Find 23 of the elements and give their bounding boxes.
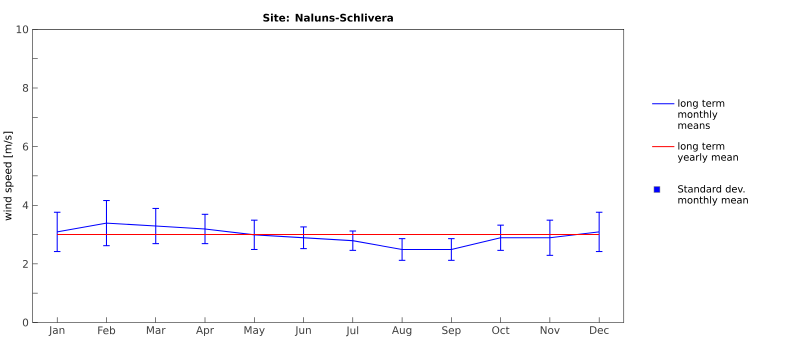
legend-label: Standard dev. monthly mean bbox=[678, 185, 748, 206]
x-tick-label: Nov bbox=[540, 326, 560, 334]
y-axis-title: wind speed [m/s] bbox=[3, 132, 14, 220]
x-tick-label: Mar bbox=[146, 326, 166, 334]
x-tick-label: Jul bbox=[346, 326, 358, 336]
y-tick-label: 4 bbox=[22, 201, 28, 209]
legend-label: long term yearly mean bbox=[678, 142, 738, 163]
y-tick-label: 6 bbox=[22, 142, 28, 151]
x-tick-label: Aug bbox=[392, 326, 412, 336]
x-tick-label: Feb bbox=[98, 326, 116, 334]
x-tick-label: Sep bbox=[442, 326, 461, 336]
x-tick-label: Oct bbox=[492, 326, 510, 334]
chart-title: Site: Naluns-Schlivera bbox=[263, 14, 393, 22]
x-tick-label: May bbox=[244, 326, 265, 336]
y-tick-label: 0 bbox=[22, 318, 28, 326]
y-tick-label: 2 bbox=[22, 260, 28, 268]
x-tick-label: Jan bbox=[48, 326, 64, 336]
legend-label: long term monthly means bbox=[678, 99, 724, 129]
y-tick-label: 8 bbox=[22, 84, 28, 92]
x-tick-label: Apr bbox=[196, 326, 214, 336]
x-tick-label: Dec bbox=[590, 326, 609, 334]
y-tick-label: 10 bbox=[16, 25, 28, 34]
x-tick-label: Jun bbox=[294, 326, 311, 336]
